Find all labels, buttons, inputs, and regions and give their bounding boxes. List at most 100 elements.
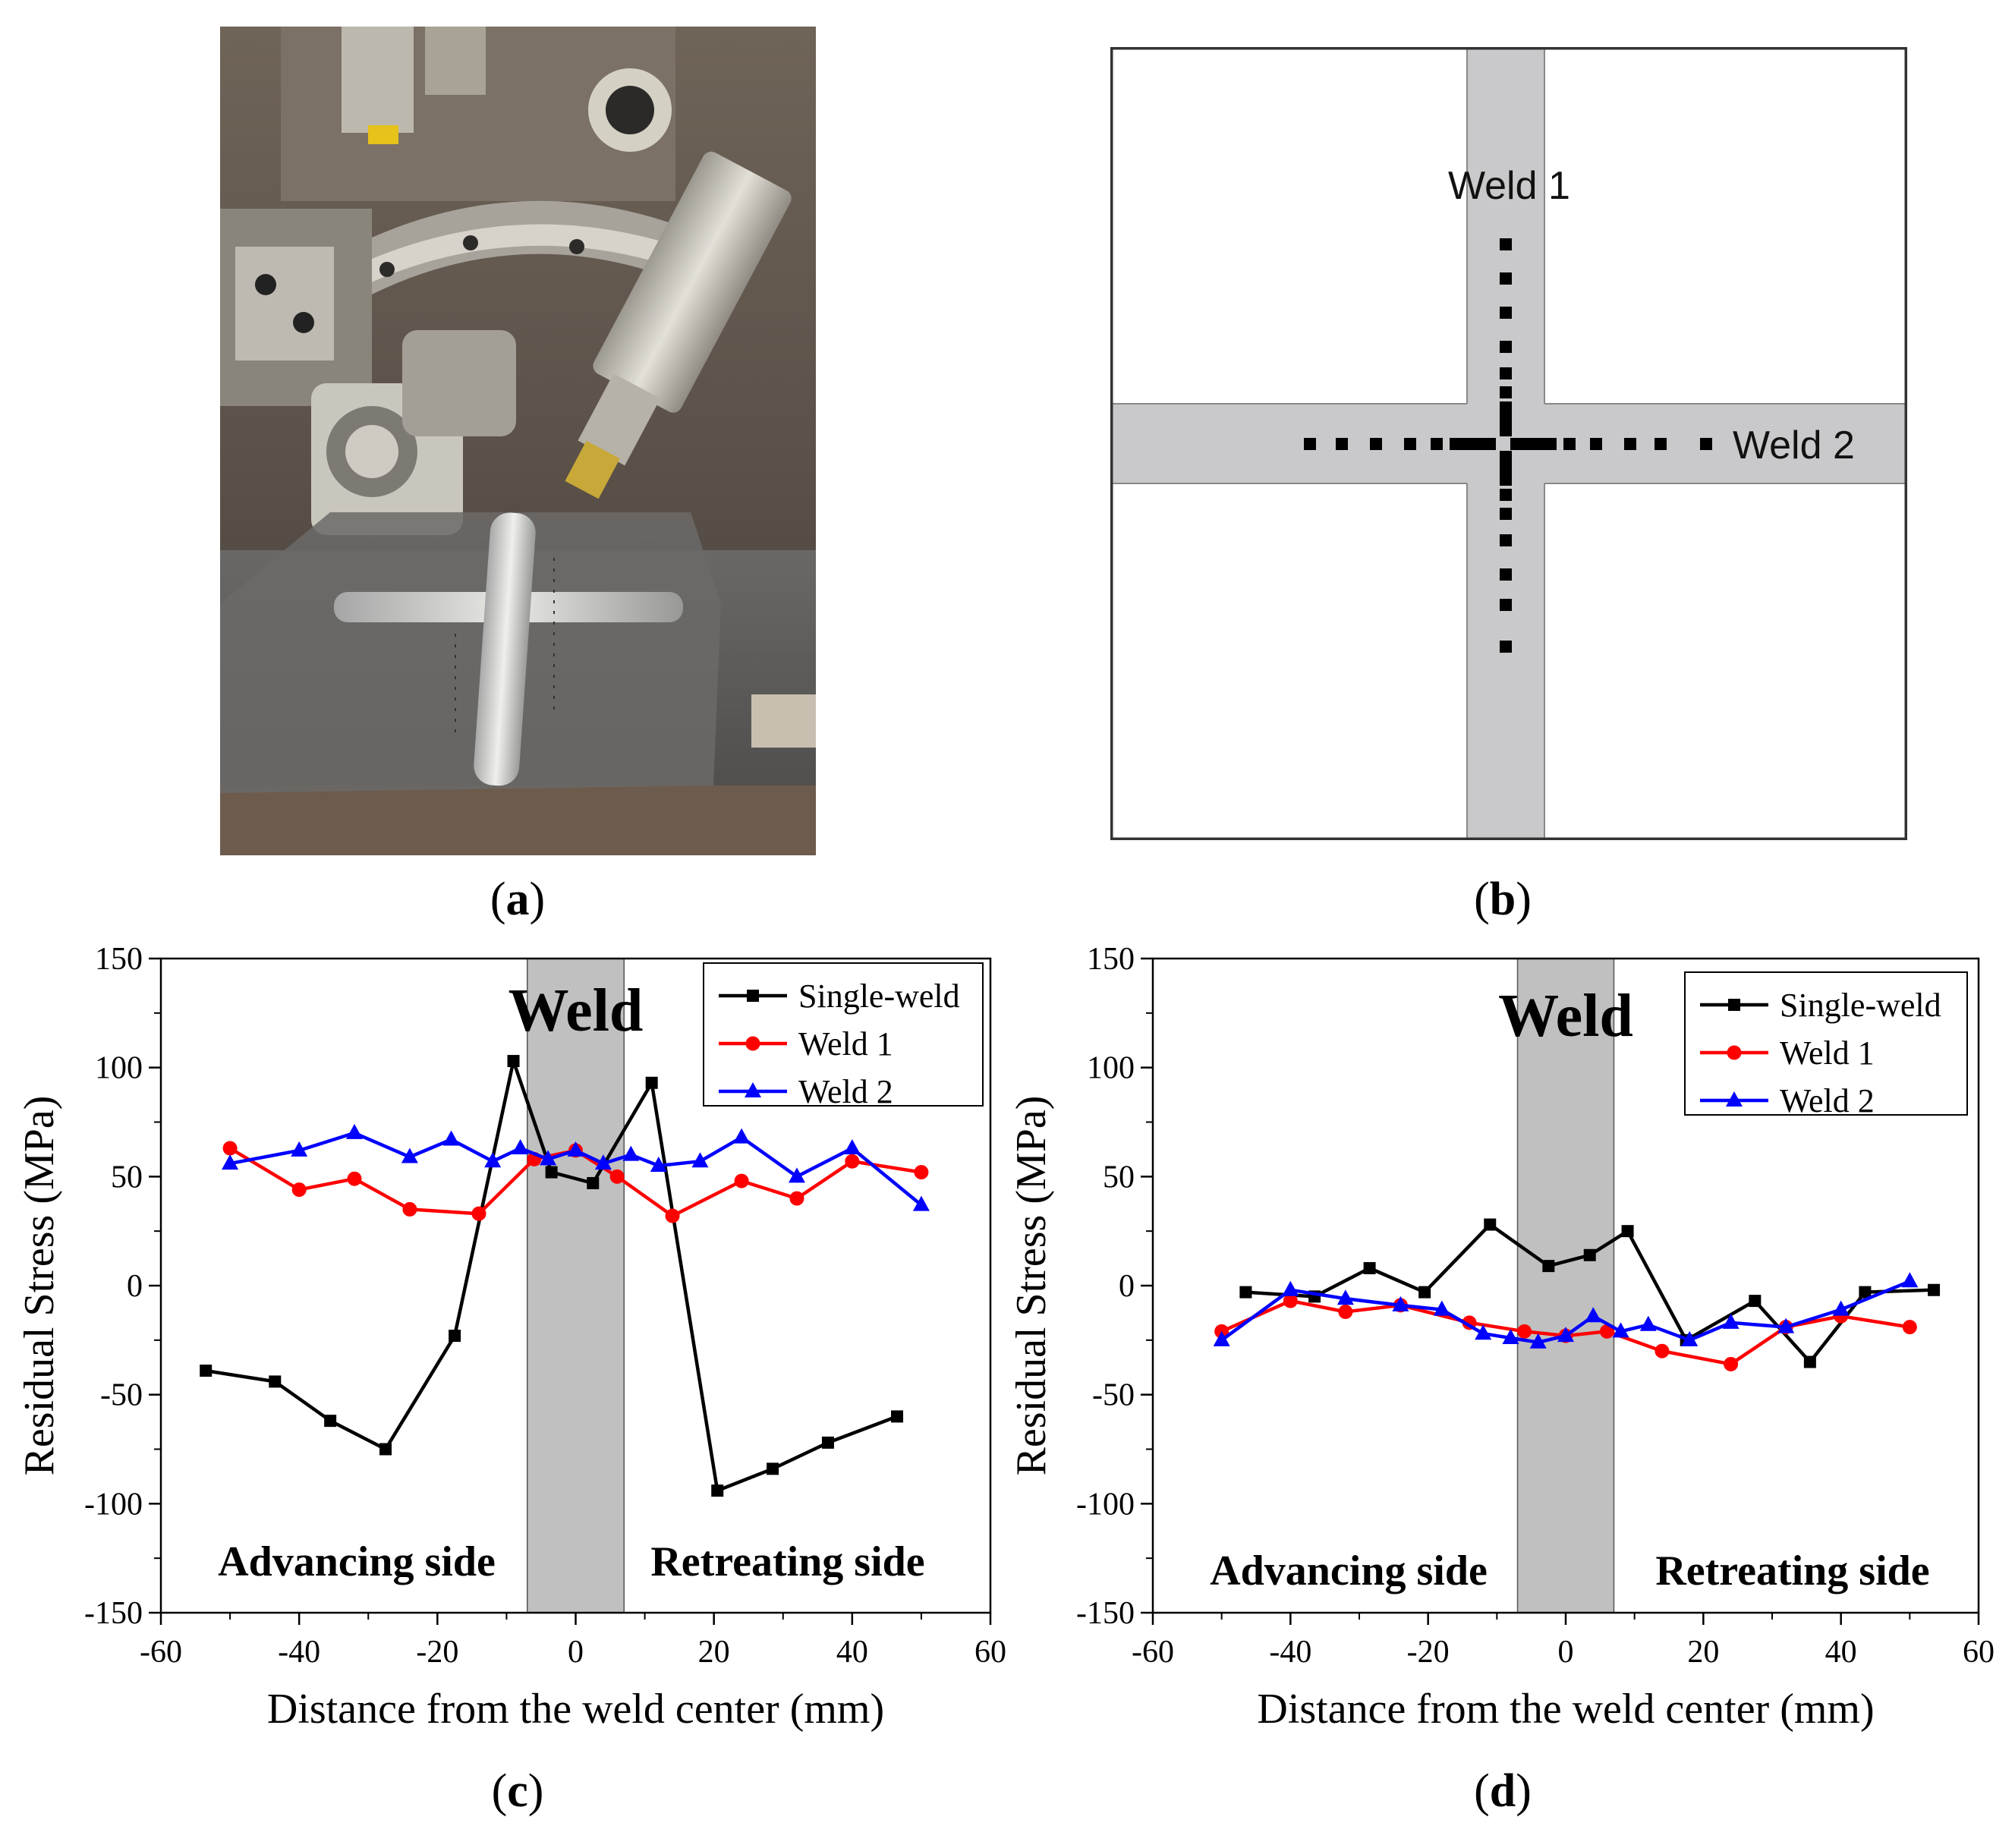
y-tick-label: 50 [111, 1160, 143, 1195]
legend-label: Weld 2 [1780, 1082, 1875, 1119]
retreating-side-annotation: Retreating side [650, 1538, 924, 1585]
data-point [845, 1154, 860, 1169]
weld-zone [526, 958, 625, 1613]
caption-a: (a) [490, 874, 546, 925]
legend: Single-weld Weld 1 Weld 2 [1684, 971, 1968, 1119]
data-point [891, 1410, 904, 1423]
measurement-point-weld1 [1500, 424, 1512, 436]
measurement-point-weld1 [1500, 508, 1512, 520]
measurement-point-weld1 [1500, 413, 1512, 425]
data-point [1803, 1355, 1816, 1368]
x-tick-label: -40 [278, 1635, 320, 1670]
measurement-point-weld1 [1500, 534, 1512, 546]
advancing-side-annotation: Advancing side [1210, 1547, 1488, 1595]
measurement-point-weld2 [1510, 438, 1522, 450]
x-tick-label: -60 [1132, 1635, 1174, 1670]
data-point [622, 1145, 640, 1161]
weld2-label: Weld 2 [1733, 423, 1855, 468]
data-point [609, 1169, 625, 1184]
chart-c-svg: -60 -40 -20 0 20 40 60 -150 -100 -50 0 50 100 150 Dist… [16, 942, 1006, 1733]
measurement-point-weld1 [1500, 599, 1512, 611]
chart-d-svg: -60 -40 -20 0 20 40 60 -150 -100 -50 0 50 100 150 Dist… [1008, 942, 1995, 1733]
data-point [484, 1152, 502, 1168]
x-tick-label: -20 [1407, 1635, 1450, 1670]
measurement-point-weld1 [1500, 307, 1512, 319]
caption-b: (b) [1474, 874, 1532, 925]
data-point [402, 1201, 417, 1217]
data-point [291, 1182, 307, 1198]
data-point [471, 1206, 486, 1221]
data-point [346, 1123, 364, 1139]
schematic-svg: Weld 1 Weld 2 [1110, 46, 1908, 841]
data-point [789, 1191, 804, 1206]
data-point [1529, 1333, 1547, 1349]
measurement-point-weld1 [1500, 641, 1512, 653]
caption-c: (c) [491, 1765, 544, 1817]
measurement-point-weld2 [1484, 438, 1496, 450]
data-point [788, 1167, 805, 1183]
measurement-point-weld1 [1500, 367, 1512, 379]
x-tick-label: 0 [1558, 1635, 1574, 1670]
y-tick-label: -50 [100, 1378, 143, 1413]
chart-c: -60 -40 -20 0 20 40 60 -150 -100 -50 0 50 100 150 Dist… [0, 930, 1007, 1844]
data-point [545, 1166, 558, 1179]
data-point [222, 1141, 238, 1156]
data-point [1621, 1225, 1634, 1238]
data-point [222, 1154, 239, 1170]
data-point [1585, 1307, 1602, 1323]
chart-d: -60 -40 -20 0 20 40 60 -150 -100 -50 0 50 100 150 Dist… [1007, 930, 2015, 1844]
y-tick-label: -100 [1076, 1487, 1135, 1522]
legend-label: Weld 1 [798, 1025, 893, 1063]
weld-annotation: Weld [508, 978, 644, 1044]
data-point [324, 1415, 337, 1428]
y-tick-label: 50 [1103, 1160, 1135, 1195]
measurement-point-weld2 [1624, 438, 1636, 450]
data-point [767, 1462, 779, 1475]
measurement-point-weld2 [1431, 438, 1443, 450]
measurement-point-weld2 [1450, 438, 1462, 450]
data-point [1338, 1304, 1353, 1319]
data-point [1418, 1286, 1431, 1299]
data-point [645, 1076, 658, 1089]
advancing-side-annotation: Advancing side [218, 1538, 496, 1585]
data-point [540, 1150, 557, 1166]
measurement-point-weld2 [1533, 438, 1545, 450]
data-point [1749, 1295, 1762, 1308]
measurement-point-weld2 [1522, 438, 1534, 450]
measurement-point-weld1 [1500, 451, 1512, 463]
data-point [347, 1171, 362, 1186]
data-point [1928, 1283, 1941, 1296]
measurement-point-weld2 [1461, 438, 1473, 450]
retreating-side-annotation: Retreating side [1655, 1547, 1929, 1595]
data-point [269, 1375, 282, 1388]
legend-marker [1728, 999, 1740, 1011]
measurement-points [1304, 238, 1712, 653]
data-point [1239, 1286, 1252, 1299]
data-point [401, 1148, 418, 1163]
measurement-point-weld1 [1500, 386, 1512, 398]
data-point [200, 1365, 213, 1377]
data-point [1392, 1295, 1409, 1311]
y-tick-label: 150 [1087, 942, 1135, 977]
legend-box [703, 962, 984, 1107]
data-point [1681, 1330, 1699, 1346]
x-axis-label: Distance from the weld center (mm) [267, 1686, 884, 1733]
legend-label: Single-weld [798, 978, 960, 1015]
measurement-point-weld1 [1500, 272, 1512, 285]
y-axis-label: Residual Stress (MPa) [16, 1096, 63, 1476]
data-point [1475, 1324, 1492, 1340]
measurement-point-weld1 [1500, 462, 1512, 474]
measurement-point-weld2 [1472, 438, 1484, 450]
measurement-point-weld2 [1544, 438, 1557, 450]
y-tick-label: -100 [84, 1487, 143, 1522]
data-point [1859, 1286, 1872, 1299]
legend-label: Single-weld [1780, 987, 1941, 1024]
data-point [821, 1436, 834, 1449]
legend-marker [747, 990, 759, 1002]
measurement-point-weld2 [1370, 438, 1382, 450]
y-tick-label: -50 [1092, 1378, 1135, 1413]
measurement-point-weld2 [1655, 438, 1667, 450]
x-tick-label: 40 [1825, 1635, 1857, 1670]
legend-label: Weld 2 [798, 1073, 893, 1110]
legend: Single-weld Weld 1 Weld 2 [703, 962, 984, 1110]
